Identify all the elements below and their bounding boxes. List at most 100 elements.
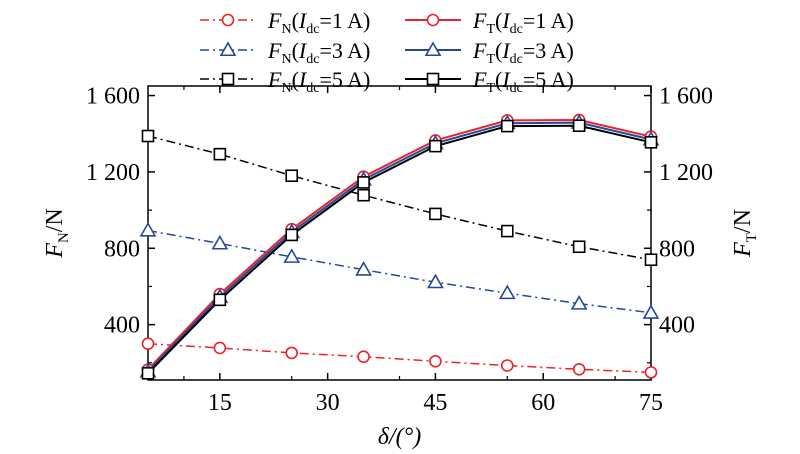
legend-item: FN(Idc=5 A) bbox=[200, 67, 370, 96]
y-left-sub: N bbox=[56, 232, 72, 243]
legend-item: FT(Idc=1 A) bbox=[405, 8, 574, 37]
data-point-marker bbox=[141, 129, 155, 143]
data-point-marker bbox=[357, 188, 370, 202]
data-point-marker bbox=[572, 240, 586, 254]
data-point-marker bbox=[355, 261, 372, 276]
y-tick-label-right: 1 200 bbox=[659, 160, 713, 186]
y-axis-title-left-text: FN/N bbox=[42, 208, 72, 259]
data-point-marker bbox=[498, 284, 516, 300]
y-tick-label-right: 800 bbox=[659, 236, 695, 262]
y-axis-title-left: FN/N bbox=[42, 208, 72, 259]
legend-main: F bbox=[472, 8, 487, 33]
data-point-marker bbox=[500, 359, 514, 372]
y-axis-title-right-text: FT/N bbox=[730, 209, 760, 258]
series-line bbox=[147, 118, 652, 371]
legend-value: =3 A) bbox=[319, 38, 370, 63]
legend-paren: ( bbox=[292, 38, 299, 63]
legend-label: FT(Idc=5 A) bbox=[472, 67, 574, 96]
legend-marker bbox=[219, 41, 237, 57]
legend-ivar: I bbox=[298, 38, 308, 63]
data-point-marker bbox=[500, 119, 514, 133]
data-point-marker bbox=[572, 363, 586, 376]
data-point-marker bbox=[283, 248, 301, 263]
legend-paren: ( bbox=[495, 67, 502, 92]
x-tick-label: 15 bbox=[208, 390, 232, 416]
y-tick-label-left: 800 bbox=[104, 236, 140, 262]
legend-isub: dc bbox=[510, 81, 523, 96]
axis-titles: δ/(°)FN/NFT/N bbox=[42, 208, 760, 450]
data-point-marker bbox=[357, 176, 370, 189]
legend-paren: ( bbox=[292, 8, 299, 33]
legend-sub: N bbox=[281, 52, 291, 67]
legend-item: FT(Idc=3 A) bbox=[405, 38, 574, 67]
legend-sub: N bbox=[281, 81, 291, 96]
legend-isub: dc bbox=[510, 22, 523, 37]
legend-sub: T bbox=[486, 22, 495, 37]
y-left-suffix: /N bbox=[42, 208, 68, 232]
axes: 15 30 45 60 75 400 400 800 800 1 200 1 200 1 600 1 6… bbox=[86, 84, 713, 416]
data-point-marker bbox=[211, 234, 229, 250]
legend-label: FN(Idc=5 A) bbox=[267, 67, 370, 96]
data-point-marker bbox=[429, 354, 442, 368]
legend-paren: ( bbox=[495, 38, 502, 63]
legend-main: F bbox=[267, 38, 282, 63]
y-tick-label-right: 400 bbox=[659, 313, 695, 339]
x-tick-label: 60 bbox=[531, 390, 555, 416]
legend-label: FT(Idc=1 A) bbox=[472, 8, 574, 37]
data-point-marker bbox=[644, 136, 658, 149]
x-axis-title: δ/(°) bbox=[378, 424, 421, 450]
y-tick-label-left: 400 bbox=[104, 313, 140, 339]
legend-label: FN(Idc=1 A) bbox=[267, 8, 370, 37]
y-tick-label-left: 1 200 bbox=[86, 160, 140, 186]
data-point-marker bbox=[139, 221, 157, 237]
data-point-marker bbox=[644, 366, 658, 379]
legend-value: =1 A) bbox=[523, 8, 574, 33]
y-axis-title-right: FT/N bbox=[730, 209, 760, 258]
series-t-5 bbox=[141, 119, 658, 380]
legend-ivar: I bbox=[501, 67, 511, 92]
legend-sub: T bbox=[486, 52, 495, 67]
data-point-marker bbox=[141, 337, 155, 351]
legend-value: =1 A) bbox=[319, 8, 370, 33]
data-point-marker bbox=[213, 293, 227, 307]
legend-main: F bbox=[472, 67, 487, 92]
x-tick-label: 45 bbox=[423, 390, 447, 416]
y-right-main: F bbox=[730, 242, 756, 258]
data-point-marker bbox=[285, 228, 299, 242]
data-point-marker bbox=[213, 341, 227, 355]
legend-ivar: I bbox=[501, 38, 511, 63]
y-tick-label-right: 1 600 bbox=[659, 84, 713, 110]
data-point-marker bbox=[500, 224, 514, 238]
plot-area bbox=[139, 113, 660, 380]
x-tick-label: 30 bbox=[316, 390, 340, 416]
data-point-marker bbox=[572, 119, 586, 133]
legend-paren: ( bbox=[495, 8, 502, 33]
legend-label: FN(Idc=3 A) bbox=[267, 38, 370, 67]
y-right-sub: T bbox=[744, 233, 760, 242]
legend-isub: dc bbox=[306, 22, 319, 37]
legend: FN(Idc=1 A)FN(Idc=3 A)FN(Idc=5 A)FT(Idc=… bbox=[200, 8, 574, 96]
data-point-marker bbox=[429, 207, 442, 221]
legend-main: F bbox=[472, 38, 487, 63]
data-point-marker bbox=[642, 304, 660, 319]
legend-marker bbox=[221, 72, 235, 86]
legend-isub: dc bbox=[306, 52, 319, 67]
legend-item: FN(Idc=3 A) bbox=[200, 38, 370, 67]
legend-main: F bbox=[267, 67, 282, 92]
data-point-marker bbox=[141, 367, 155, 380]
y-right-suffix: /N bbox=[730, 209, 756, 233]
series-line bbox=[147, 342, 652, 374]
legend-item: FT(Idc=5 A) bbox=[405, 67, 574, 96]
legend-ivar: I bbox=[501, 8, 511, 33]
legend-sub: T bbox=[486, 81, 495, 96]
series-n-2 bbox=[141, 129, 658, 267]
series-line bbox=[147, 124, 652, 375]
legend-marker bbox=[424, 41, 442, 57]
legend-item: FN(Idc=1 A) bbox=[200, 8, 370, 37]
legend-value: =5 A) bbox=[523, 67, 574, 92]
legend-isub: dc bbox=[306, 81, 319, 96]
series-n-1 bbox=[139, 221, 660, 319]
legend-marker bbox=[426, 72, 440, 86]
